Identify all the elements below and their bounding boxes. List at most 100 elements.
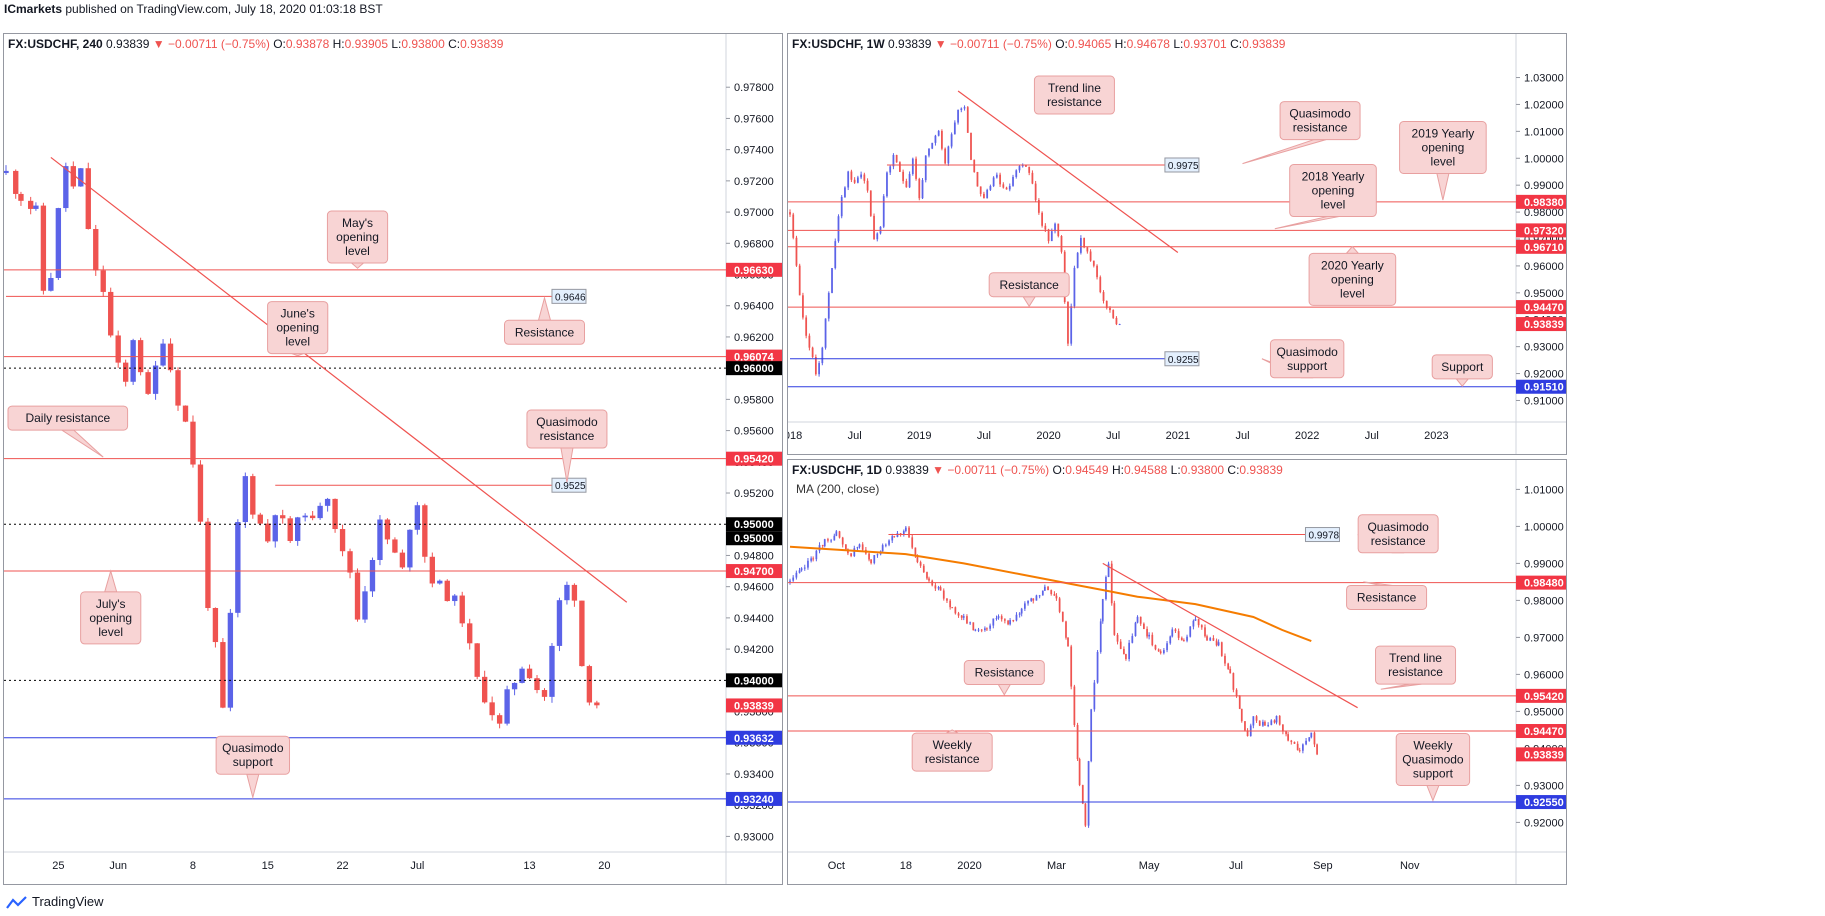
candle [571, 583, 578, 607]
time-tick-label: Jul [848, 430, 862, 442]
price-tick-label: 0.98000 [1524, 207, 1564, 219]
time-tick-label: 2023 [1424, 430, 1448, 442]
candle [850, 169, 853, 183]
callout-pointer [1274, 216, 1340, 230]
candle [1078, 757, 1081, 787]
callout-text: Support [1441, 360, 1484, 374]
candle [830, 538, 832, 543]
candle [1308, 737, 1311, 742]
candle [941, 129, 943, 151]
candle [831, 268, 833, 294]
open-value: 0.94549 [1065, 463, 1109, 477]
candle [167, 338, 174, 373]
candle [984, 626, 986, 632]
candle [931, 142, 934, 150]
price-tag-box [1516, 223, 1566, 238]
last-price: 0.93839 [885, 463, 929, 477]
candle [792, 212, 795, 240]
price-tick-label: 0.92000 [1524, 369, 1564, 381]
candle [861, 542, 864, 552]
callout-box [7, 405, 129, 431]
candle [1005, 186, 1008, 190]
candle [827, 291, 830, 322]
callout-text: Trend line [1048, 81, 1101, 95]
candle [1099, 275, 1102, 294]
level-tag-label: 0.9978 [1308, 531, 1339, 542]
down-arrow-icon: ▼ [932, 463, 944, 477]
price-tick-label: 1.03000 [1524, 73, 1564, 85]
chart-title-1w: FX:USDCHF, 1W 0.93839 ▼ −0.00711 (−0.75%… [792, 37, 1286, 51]
chart-canvas-1d[interactable]: 1.01000 1.00000 0.99000 0.98000 0.97000 0.960… [788, 460, 1566, 884]
callout-text: 2019 Yearly [1412, 127, 1475, 141]
candle [130, 338, 136, 385]
price-tag-box [726, 791, 782, 806]
chart-canvas-4h[interactable]: 0.97800 0.97600 0.97400 0.97200 0.97000 0.968… [4, 34, 782, 884]
candle [1096, 264, 1098, 280]
price-tag-box [1516, 688, 1566, 703]
candle [407, 529, 413, 572]
candle [957, 611, 960, 618]
chart-canvas-1w[interactable]: 1.03000 1.02000 1.01000 1.00000 0.99000 0.980… [788, 34, 1566, 454]
footer-brand[interactable]: TradingView [6, 894, 104, 909]
price-tag-label: 0.93839 [1524, 319, 1564, 331]
price-tag-box [1516, 795, 1566, 810]
callout-text: level [98, 625, 123, 639]
candle [980, 628, 983, 633]
time-tick-label: 2020 [1036, 430, 1060, 442]
candle [496, 713, 503, 729]
candle [869, 190, 872, 217]
price-tick-label: 1.00000 [1524, 153, 1564, 165]
candle [873, 213, 875, 240]
chart-panel-1d[interactable]: FX:USDCHF, 1D 0.93839 ▼ −0.00711 (−0.75%… [787, 459, 1567, 885]
callout-box [504, 319, 585, 345]
ma-indicator-label[interactable]: MA (200, close) [796, 482, 880, 496]
price-tick-label: 0.97600 [734, 113, 774, 125]
candle [944, 147, 947, 165]
candle [122, 359, 129, 387]
candle [332, 498, 338, 533]
candle [1255, 715, 1258, 723]
candle [1050, 589, 1053, 596]
candle [579, 600, 585, 667]
candle [911, 534, 914, 550]
low-value: 0.93800 [1180, 463, 1225, 477]
price-tick-label: 0.97000 [1524, 632, 1564, 644]
candle [1018, 612, 1021, 618]
chart-panel-4h[interactable]: FX:USDCHF, 240 0.93839 ▼ −0.00711 (−0.75… [3, 33, 783, 885]
candle [847, 170, 850, 191]
level-tag-label: 0.9255 [1168, 355, 1199, 366]
candle [287, 516, 293, 543]
candle [856, 175, 859, 184]
ma-200-line [789, 545, 1312, 643]
candle [317, 502, 323, 520]
time-tick-label: Mar [1047, 860, 1066, 872]
candle [853, 177, 856, 184]
candle [1180, 636, 1183, 641]
candle [1128, 639, 1130, 662]
candle [995, 172, 998, 179]
chart-panel-1w[interactable]: FX:USDCHF, 1W 0.93839 ▼ −0.00711 (−0.75%… [787, 33, 1567, 455]
callout-text: resistance [1388, 665, 1443, 679]
candle [1012, 619, 1015, 623]
candle [152, 360, 159, 400]
candle [18, 191, 24, 206]
price-tag-box [726, 531, 782, 546]
candle [175, 367, 181, 411]
callout-text: resistance [1293, 121, 1348, 135]
price-tick-label: 0.97200 [734, 176, 774, 188]
candle [795, 235, 798, 267]
callout-box [326, 210, 389, 264]
candle [242, 472, 249, 528]
callout-box [526, 409, 608, 449]
candle [429, 552, 435, 588]
candle [1298, 747, 1301, 753]
callout-box [1289, 164, 1377, 218]
price-change: −0.00711 (−0.75%) [168, 37, 270, 51]
candle [1206, 634, 1208, 641]
time-tick-label: 2019 [907, 430, 931, 442]
candle [384, 518, 391, 545]
candle [48, 272, 54, 292]
candle [1008, 183, 1011, 192]
callout-pointer [1455, 378, 1470, 387]
